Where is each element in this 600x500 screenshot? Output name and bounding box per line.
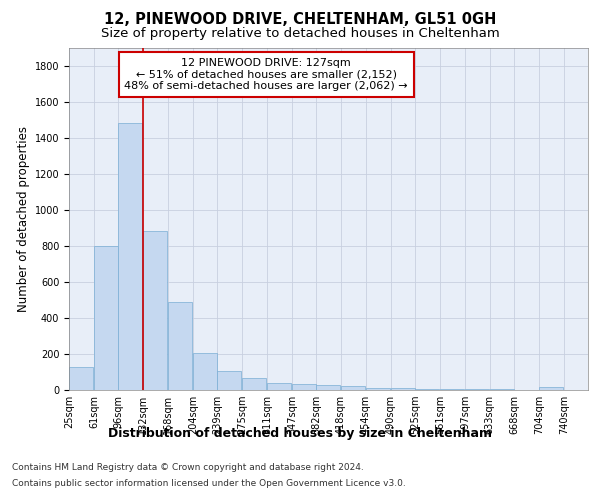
Text: 12 PINEWOOD DRIVE: 127sqm
← 51% of detached houses are smaller (2,152)
48% of se: 12 PINEWOOD DRIVE: 127sqm ← 51% of detac… — [124, 58, 408, 91]
Bar — [366, 388, 390, 390]
Bar — [267, 383, 291, 390]
Bar — [94, 246, 118, 390]
Bar — [143, 232, 167, 390]
Bar — [440, 389, 464, 390]
Bar — [217, 371, 241, 390]
Bar — [193, 353, 217, 390]
Bar — [242, 378, 266, 390]
Bar — [292, 384, 316, 390]
Text: Contains public sector information licensed under the Open Government Licence v3: Contains public sector information licen… — [12, 478, 406, 488]
Bar — [341, 386, 365, 390]
Bar — [391, 388, 415, 390]
Text: Contains HM Land Registry data © Crown copyright and database right 2024.: Contains HM Land Registry data © Crown c… — [12, 464, 364, 472]
Bar — [539, 388, 563, 390]
Bar — [168, 302, 192, 390]
Bar — [69, 368, 93, 390]
Text: 12, PINEWOOD DRIVE, CHELTENHAM, GL51 0GH: 12, PINEWOOD DRIVE, CHELTENHAM, GL51 0GH — [104, 12, 496, 28]
Bar — [118, 123, 142, 390]
Bar — [316, 384, 340, 390]
Text: Size of property relative to detached houses in Cheltenham: Size of property relative to detached ho… — [101, 28, 499, 40]
Y-axis label: Number of detached properties: Number of detached properties — [17, 126, 31, 312]
Bar — [415, 389, 439, 390]
Text: Distribution of detached houses by size in Cheltenham: Distribution of detached houses by size … — [108, 428, 492, 440]
